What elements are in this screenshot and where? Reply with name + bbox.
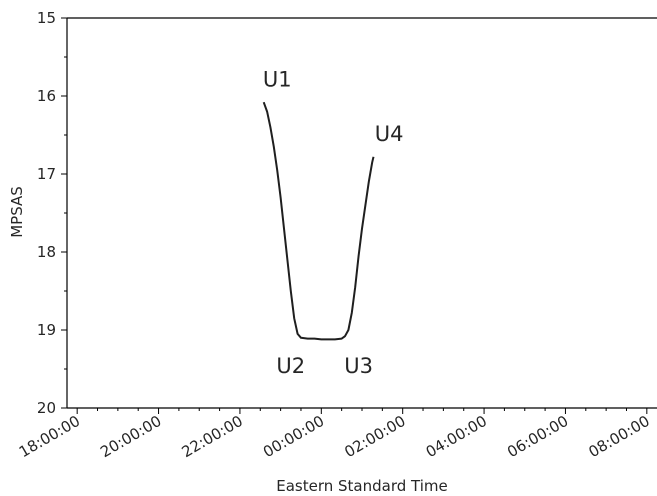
x-tick-label: 18:00:00	[16, 412, 83, 461]
y-tick-label: 18	[37, 243, 56, 261]
y-tick-label: 19	[37, 321, 56, 339]
x-axis-ticks: 18:00:00 20:00:00 22:00:00 00:00:00 02:00:00…	[16, 408, 653, 461]
y-tick-label: 15	[37, 9, 56, 27]
series-line-1	[262, 101, 375, 341]
y-axis-ticks: 15 16 17 18 19 20	[37, 9, 67, 417]
x-tick-label: 20:00:00	[97, 412, 164, 461]
x-tick-label: 04:00:00	[423, 412, 490, 461]
y-tick-label: 17	[37, 165, 56, 183]
y-tick-label: 16	[37, 87, 56, 105]
x-tick-label: 08:00:00	[585, 412, 652, 461]
annotation-u4: U4	[375, 122, 404, 146]
annotation-u3: U3	[344, 354, 373, 378]
y-axis-title: MPSAS	[8, 186, 26, 238]
x-axis-title: Eastern Standard Time	[276, 477, 448, 495]
x-tick-label: 02:00:00	[341, 412, 408, 461]
annotations-layer: U1 U2 U3 U4	[263, 68, 404, 378]
series-layer	[262, 101, 375, 341]
x-tick-label: 00:00:00	[260, 412, 327, 461]
annotation-u1: U1	[263, 68, 292, 92]
x-tick-label: 06:00:00	[504, 412, 571, 461]
annotation-u2: U2	[276, 354, 305, 378]
axes	[66, 17, 657, 409]
x-tick-label: 22:00:00	[179, 412, 246, 461]
y-tick-label: 20	[37, 399, 56, 417]
